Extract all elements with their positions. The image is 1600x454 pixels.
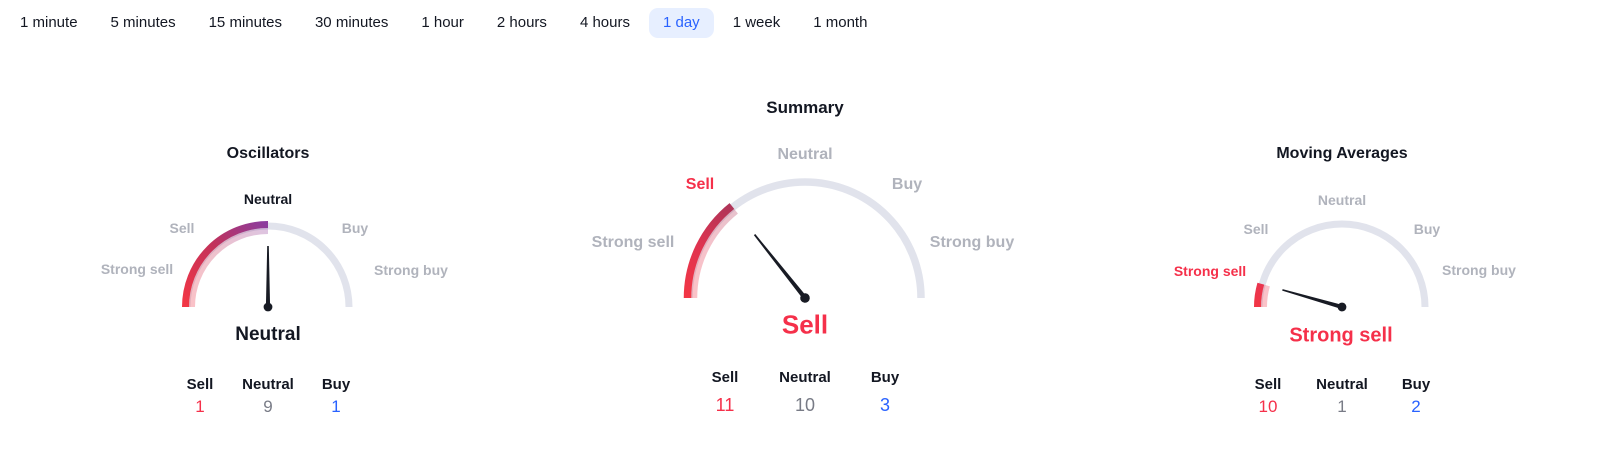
tab-1-day[interactable]: 1 day xyxy=(648,8,714,38)
tab-15-minutes[interactable]: 15 minutes xyxy=(208,14,282,31)
tab-1-week[interactable]: 1 week xyxy=(732,14,781,31)
counter-neutral-label: Neutral xyxy=(242,376,294,393)
counter-neutral: Neutral 1 xyxy=(1305,375,1379,418)
gauge-value-arc xyxy=(182,221,269,308)
counter-sell-value: 1 xyxy=(195,397,205,416)
counter-sell: Sell 10 xyxy=(1231,375,1305,418)
scale-label-neutral: Neutral xyxy=(1317,192,1367,208)
tab-4-hours[interactable]: 4 hours xyxy=(579,14,630,31)
counter-buy-value: 3 xyxy=(879,395,890,415)
interval-tabs: 1 minute 5 minutes 15 minutes 30 minutes… xyxy=(6,8,881,38)
counter-sell-label: Sell xyxy=(1254,376,1282,393)
scale-label-strong-buy: Strong buy xyxy=(374,262,448,278)
scale-label-strong-sell: Strong sell xyxy=(100,261,174,277)
counter-sell: Sell 1 xyxy=(166,375,234,418)
tab-30-minutes[interactable]: 30 minutes xyxy=(314,14,389,31)
signal-text: Sell xyxy=(781,309,829,340)
scale-label-sell: Sell xyxy=(169,220,195,236)
gauge-value-arc xyxy=(683,203,735,299)
counter-buy: Buy 3 xyxy=(845,368,925,416)
needle-pivot xyxy=(1337,302,1347,312)
needle xyxy=(1282,289,1347,312)
tab-5-minutes[interactable]: 5 minutes xyxy=(110,14,176,31)
counter-buy: Buy 1 xyxy=(302,375,370,418)
counter-buy: Buy 2 xyxy=(1379,375,1453,418)
moving-averages-gauge xyxy=(1254,220,1429,312)
needle-pivot xyxy=(800,293,810,303)
gauge-track-arc xyxy=(1255,220,1429,308)
counter-sell-value: 10 xyxy=(1258,397,1278,416)
counter-buy-label: Buy xyxy=(1401,376,1431,393)
scale-label-neutral: Neutral xyxy=(777,146,833,163)
counter-buy-value: 1 xyxy=(331,397,341,416)
scale-label-sell: Sell xyxy=(1243,221,1269,237)
tab-1-minute[interactable]: 1 minute xyxy=(20,14,78,31)
tab-1-month[interactable]: 1 month xyxy=(813,14,868,31)
counter-buy-label: Buy xyxy=(870,369,900,386)
counters: Sell 10 Neutral 1 Buy 2 xyxy=(1231,375,1453,418)
oscillators-gauge xyxy=(182,221,353,312)
summary-gauge xyxy=(683,178,925,303)
counter-neutral-value: 9 xyxy=(263,397,273,416)
gauge-title: Moving Averages xyxy=(1276,145,1408,162)
gauge-track-arc xyxy=(685,178,925,299)
scale-label-strong-buy: Strong buy xyxy=(1442,262,1516,278)
counter-neutral-label: Neutral xyxy=(779,369,831,386)
gauge-title: Summary xyxy=(766,98,844,117)
scale-label-sell: Sell xyxy=(685,176,715,193)
counter-neutral-value: 1 xyxy=(1337,397,1347,416)
counter-neutral-label: Neutral xyxy=(1316,376,1368,393)
gauge-value-arc-soft xyxy=(189,228,269,308)
scale-label-buy: Buy xyxy=(891,176,923,193)
counter-sell-label: Sell xyxy=(186,376,214,393)
scale-label-buy: Buy xyxy=(341,220,369,236)
needle xyxy=(753,234,810,303)
counter-sell-value: 11 xyxy=(715,395,735,415)
gauge-value-arc-soft xyxy=(1260,284,1270,308)
counters: Sell 11 Neutral 10 Buy 3 xyxy=(685,368,925,416)
gauge-track-arc xyxy=(183,222,353,308)
counter-neutral: Neutral 10 xyxy=(765,368,845,416)
scale-label-buy: Buy xyxy=(1413,221,1441,237)
needle xyxy=(263,246,273,312)
scale-label-strong-buy: Strong buy xyxy=(929,234,1015,251)
scale-label-strong-sell: Strong sell xyxy=(591,234,675,251)
scale-label-neutral: Neutral xyxy=(243,191,293,207)
needle-pivot xyxy=(263,302,273,312)
gauge-title: Oscillators xyxy=(226,145,310,162)
counter-neutral: Neutral 9 xyxy=(234,375,302,418)
counter-buy-value: 2 xyxy=(1411,397,1421,416)
counter-sell: Sell 11 xyxy=(685,368,765,416)
tab-2-hours[interactable]: 2 hours xyxy=(496,14,547,31)
counters: Sell 1 Neutral 9 Buy 1 xyxy=(166,375,370,418)
counter-neutral-value: 10 xyxy=(794,395,816,415)
counter-sell-label: Sell xyxy=(711,369,739,386)
gauge-value-arc-soft xyxy=(690,208,738,299)
tab-1-hour[interactable]: 1 hour xyxy=(421,14,464,31)
signal-text: Neutral xyxy=(235,324,301,345)
gauge-value-arc xyxy=(1254,282,1265,308)
counter-buy-label: Buy xyxy=(321,376,351,393)
signal-text: Strong sell xyxy=(1289,324,1393,347)
scale-label-strong-sell: Strong sell xyxy=(1173,263,1247,279)
